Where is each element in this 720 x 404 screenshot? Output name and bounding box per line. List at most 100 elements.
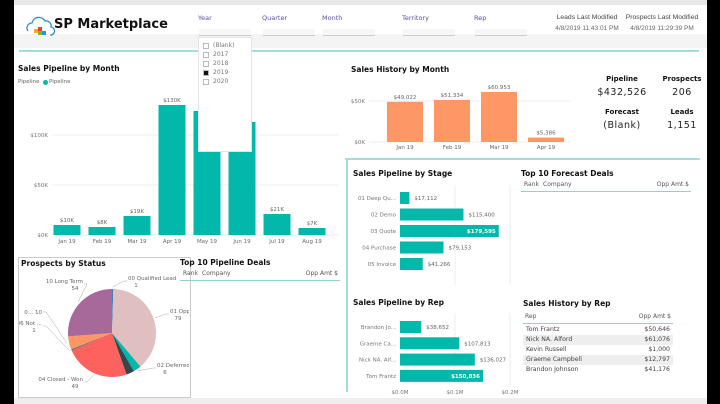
col-opp-amt[interactable]: Opp Amt $ <box>656 181 689 188</box>
bar-03 Quote <box>400 225 499 237</box>
x-tick-label: Apr 19 <box>537 145 556 151</box>
data-label: $38,652 <box>426 325 449 331</box>
data-label: $179,595 <box>467 229 496 235</box>
slicer-rep-dropdown[interactable] <box>475 29 527 36</box>
table-row[interactable]: Graeme Campbell $12,797 <box>523 355 673 365</box>
x-tick-label: $0.2M <box>502 390 519 396</box>
pie-slice[interactable] <box>71 333 127 377</box>
leads-modified-value: 4/8/2019 11:43:01 PM <box>555 25 619 32</box>
x-tick-label: $0.1M <box>447 390 464 396</box>
x-tick-label: May 19 <box>197 239 218 245</box>
table-row[interactable]: Tom Frantz $50,646 <box>523 325 673 335</box>
kpi-forecast-label: Forecast <box>605 108 639 116</box>
col-opp-amt[interactable]: Opp Amt $ <box>638 313 671 320</box>
rep-chart: Brandon Jo... $38,652 Graeme Ca... $107,813… <box>359 313 519 396</box>
slice-label: 01 Opp... <box>170 309 189 315</box>
bar-01 Deep Qu... <box>400 192 410 204</box>
slicer-territory-dropdown[interactable] <box>403 29 455 36</box>
slicer-rep-label: Rep <box>474 14 487 22</box>
category-label: 04 Purchase <box>362 246 396 252</box>
bar-05 Invoice <box>400 258 423 270</box>
pipeline-month-chart: $0K $50K $100K $10K Jan 19 $8K Feb 19 $19K Mar 1… <box>30 98 339 245</box>
data-label: $17,112 <box>414 196 437 202</box>
history-rep-header: Rep Opp Amt $ <box>523 312 673 324</box>
data-label: $150,836 <box>451 374 480 380</box>
legend-entry: Pipeline <box>49 79 71 85</box>
history-month-chart: $0K $50K $49,022 Jan 19 $51,334 Feb 19 $60,953… <box>351 85 570 151</box>
table-row[interactable]: Kevin Russell $1,000 <box>523 345 673 355</box>
col-rank[interactable]: Rank <box>183 270 198 277</box>
slice-value: 54 <box>72 286 79 292</box>
x-tick-label: Mar 19 <box>489 145 509 151</box>
year-dropdown-list[interactable]: (Blank) 2017 2018 2019 2020 <box>198 37 252 152</box>
slicer-year-dropdown[interactable] <box>199 29 251 36</box>
kpi-pipeline-label: Pipeline <box>606 75 638 83</box>
prospects-modified-label: Prospects Last Modified <box>625 14 699 21</box>
table-row[interactable]: Brandon Johnson $41,176 <box>523 365 673 375</box>
y-tick-label: $50K <box>34 183 48 189</box>
checkbox-icon[interactable] <box>203 52 209 58</box>
data-label: $8K <box>97 220 108 226</box>
forecast-table-title: Top 10 Forecast Deals <box>521 169 614 178</box>
slice-label: 00 Qualified Lead <box>128 276 176 282</box>
data-label: $107,813 <box>464 341 491 347</box>
bar-Aug 19 <box>298 228 326 235</box>
leader-line <box>78 283 88 302</box>
category-label: 02 Demo <box>371 213 397 219</box>
slicer-quarter-dropdown[interactable] <box>263 29 315 36</box>
x-tick-label: Mar 19 <box>127 239 147 245</box>
pie-slice[interactable] <box>112 289 157 367</box>
history-month-title: Sales History by Month <box>351 65 450 74</box>
kpi-leads-label: Leads <box>670 108 694 116</box>
data-label: $79,153 <box>449 246 472 252</box>
category-label: Tom Frantz <box>365 374 396 380</box>
kpi-forecast-value: (Blank) <box>603 120 641 131</box>
data-label: $60,953 <box>488 85 511 91</box>
col-opp-amt[interactable]: Opp Amt $ <box>305 270 338 277</box>
col-rep[interactable]: Rep <box>525 313 537 320</box>
report-canvas: SP Marketplace Leads Last Modified 4/8/2… <box>14 0 707 404</box>
table-row[interactable]: Nick NA. Alford $61,076 <box>523 335 673 345</box>
slice-label: 10 Long Term <box>46 279 83 285</box>
slicer-quarter-label: Quarter <box>262 14 288 22</box>
bar-Nick NA. Alf... <box>400 353 475 366</box>
checkbox-icon[interactable] <box>203 79 209 85</box>
checkbox-icon[interactable] <box>203 43 209 49</box>
bar-Jul 19 <box>263 214 291 235</box>
pie-slice[interactable] <box>71 333 112 351</box>
pie-slice[interactable] <box>68 289 112 337</box>
bar-02 Demo <box>400 208 464 221</box>
col-company[interactable]: Company <box>543 181 572 188</box>
bar-Feb 19 <box>88 227 116 235</box>
category-label: Graeme Ca... <box>360 341 396 347</box>
category-label: 05 Invoice <box>368 262 397 268</box>
category-label: 03 Quote <box>371 229 397 235</box>
data-label: $21K <box>270 207 284 213</box>
leader-line <box>43 311 68 344</box>
pie-slice[interactable] <box>112 289 114 333</box>
leader-line <box>112 280 127 288</box>
data-label: $130K <box>163 98 181 104</box>
slicer-month-dropdown[interactable] <box>323 29 375 36</box>
pie-slice[interactable] <box>68 333 112 350</box>
stage-chart: 01 Deep Qu... $17,112 02 Demo $115,400 03 Qu… <box>358 185 511 285</box>
col-rank[interactable]: Rank <box>524 181 539 188</box>
legend-dot-icon <box>43 80 48 85</box>
stage-title: Sales Pipeline by Stage <box>353 169 453 178</box>
col-company[interactable]: Company <box>202 270 231 277</box>
x-tick-label: Feb 19 <box>443 145 462 151</box>
pie-slice[interactable] <box>112 333 134 375</box>
checkbox-icon[interactable] <box>203 61 209 67</box>
pipeline-table-header: Rank Company Opp Amt $ <box>180 268 340 281</box>
kpi-prospects-value: 206 <box>672 87 692 98</box>
checkbox-icon[interactable] <box>203 70 209 76</box>
category-label: 01 Deep Qu... <box>358 196 396 202</box>
forecast-table-header: Rank Company Opp Amt $ <box>521 180 691 192</box>
pie-slice[interactable] <box>112 333 141 372</box>
x-tick-label: Feb 19 <box>93 239 112 245</box>
slice-label: 0... <box>24 310 33 316</box>
history-rep-title: Sales History by Rep <box>523 299 611 308</box>
section-divider <box>345 158 700 160</box>
leads-modified-label: Leads Last Modified <box>556 14 618 21</box>
